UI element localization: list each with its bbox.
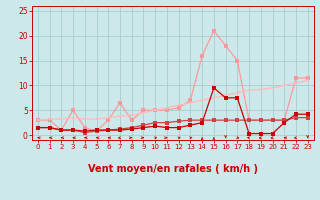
- X-axis label: Vent moyen/en rafales ( km/h ): Vent moyen/en rafales ( km/h ): [88, 164, 258, 174]
